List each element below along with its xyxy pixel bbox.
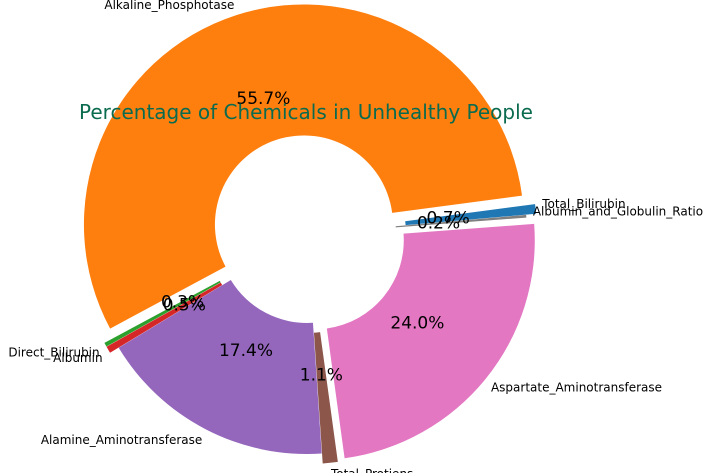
category-label-aspartate-aminotransferase: Aspartate_Aminotransferase <box>491 381 662 395</box>
slice-total-protiens <box>313 332 338 464</box>
slice-direct-bilirubin <box>104 280 221 347</box>
slice-albumin-and-globulin-ratio <box>395 214 527 228</box>
slice-total-bilirubin <box>405 204 537 226</box>
percentage-label-alamine-aminotransferase: 17.4% <box>219 341 273 361</box>
slice-aspartate-aminotransferase <box>326 223 535 459</box>
slice-alamine-aminotransferase <box>118 280 322 454</box>
percentage-labels: 0.7% 55.7% 0.3%0.5% 17.4% 1.1% 24.0% 0.2% <box>161 89 470 385</box>
percentage-label-aspartate-aminotransferase: 24.0% <box>390 313 444 333</box>
percentage-label-total-bilirubin: 0.7% <box>427 209 470 229</box>
slice-alkaline-phosphotase <box>83 4 523 329</box>
category-label-albumin: Albumin <box>53 351 102 365</box>
category-label-total-protiens: Total_Protiens <box>330 467 413 473</box>
percentage-label-total-protiens: 1.1% <box>300 365 343 385</box>
chart-title: Percentage of Chemicals in Unhealthy Peo… <box>79 100 533 124</box>
category-label-alkaline-phosphotase: Alkaline_Phosphotase <box>104 0 234 12</box>
percentage-label-albumin-and-globulin-ratio: 0.2% <box>417 213 460 233</box>
category-label-total-bilirubin: Total_Bilirubin <box>541 197 625 211</box>
percentage-label-albumin: 0.5% <box>163 295 206 315</box>
category-labels: Total_Bilirubin Alkaline_Phosphotase Direc… <box>8 0 703 473</box>
category-label-direct-bilirubin: Direct_Bilirubin <box>8 346 99 360</box>
percentage-label-alkaline-phosphotase: 55.7% <box>236 89 290 109</box>
percentage-label-direct-bilirubin: 0.3% <box>161 292 204 312</box>
pie-slices <box>83 4 537 464</box>
slice-albumin <box>106 282 223 353</box>
category-label-albumin-and-globulin-ratio: Albumin_and_Globulin_Ratio <box>533 205 703 219</box>
category-label-alamine-aminotransferase: Alamine_Aminotransferase <box>41 433 202 447</box>
